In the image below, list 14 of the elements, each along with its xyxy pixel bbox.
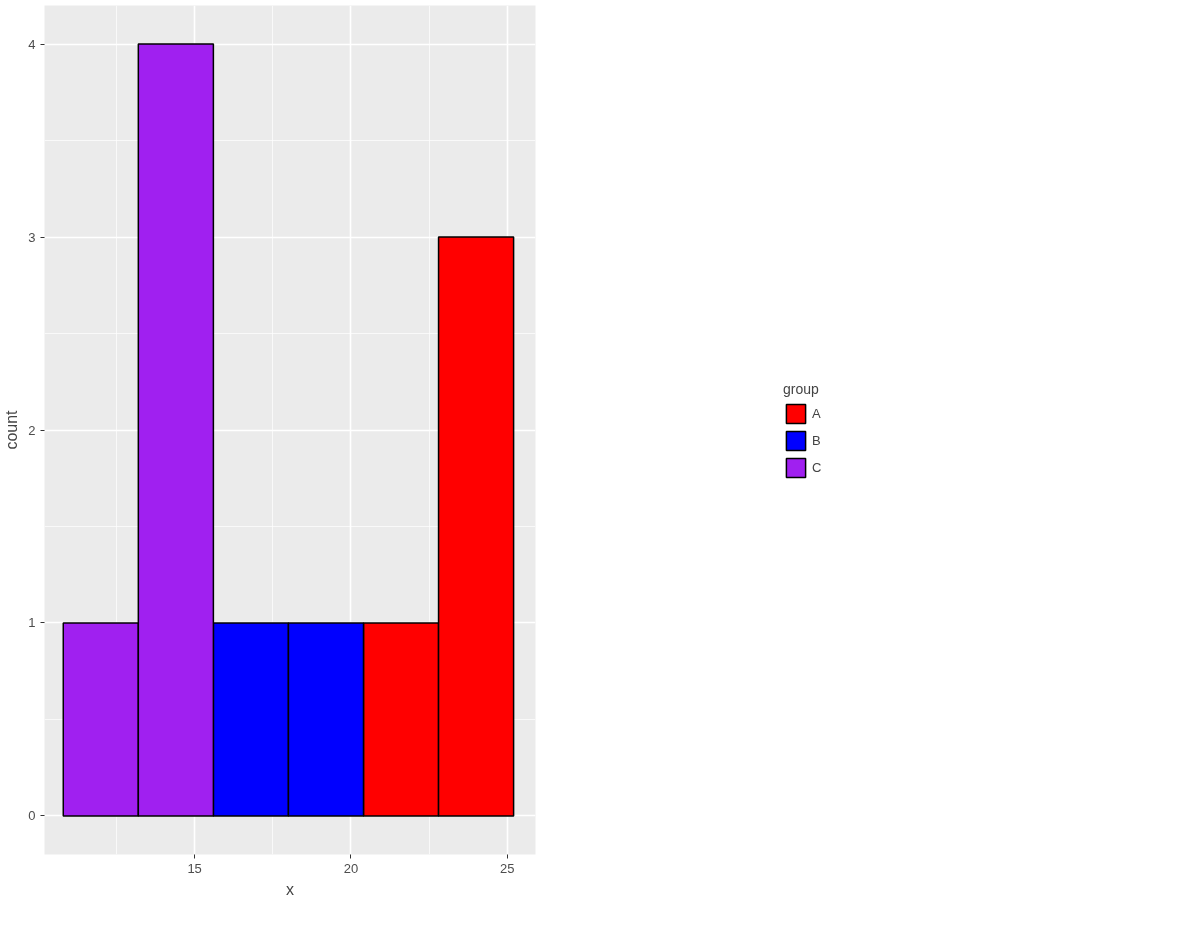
x-tick-label: 25 bbox=[500, 860, 515, 876]
y-tick-label: 2 bbox=[28, 422, 36, 438]
legend-label: A bbox=[812, 405, 822, 421]
y-tick-label: 1 bbox=[28, 615, 36, 631]
x-tick-label: 20 bbox=[343, 860, 359, 876]
legend-label: B bbox=[812, 432, 822, 448]
y-tick-label: 0 bbox=[28, 808, 36, 824]
legend-label: C bbox=[812, 459, 823, 475]
x-tick-label: 15 bbox=[187, 860, 202, 876]
y-tick-label: 4 bbox=[28, 36, 36, 52]
x-axis-title: x bbox=[286, 880, 294, 898]
legend-title: group bbox=[783, 380, 820, 396]
y-axis-title: count bbox=[3, 409, 21, 450]
y-tick-label: 3 bbox=[28, 229, 36, 245]
